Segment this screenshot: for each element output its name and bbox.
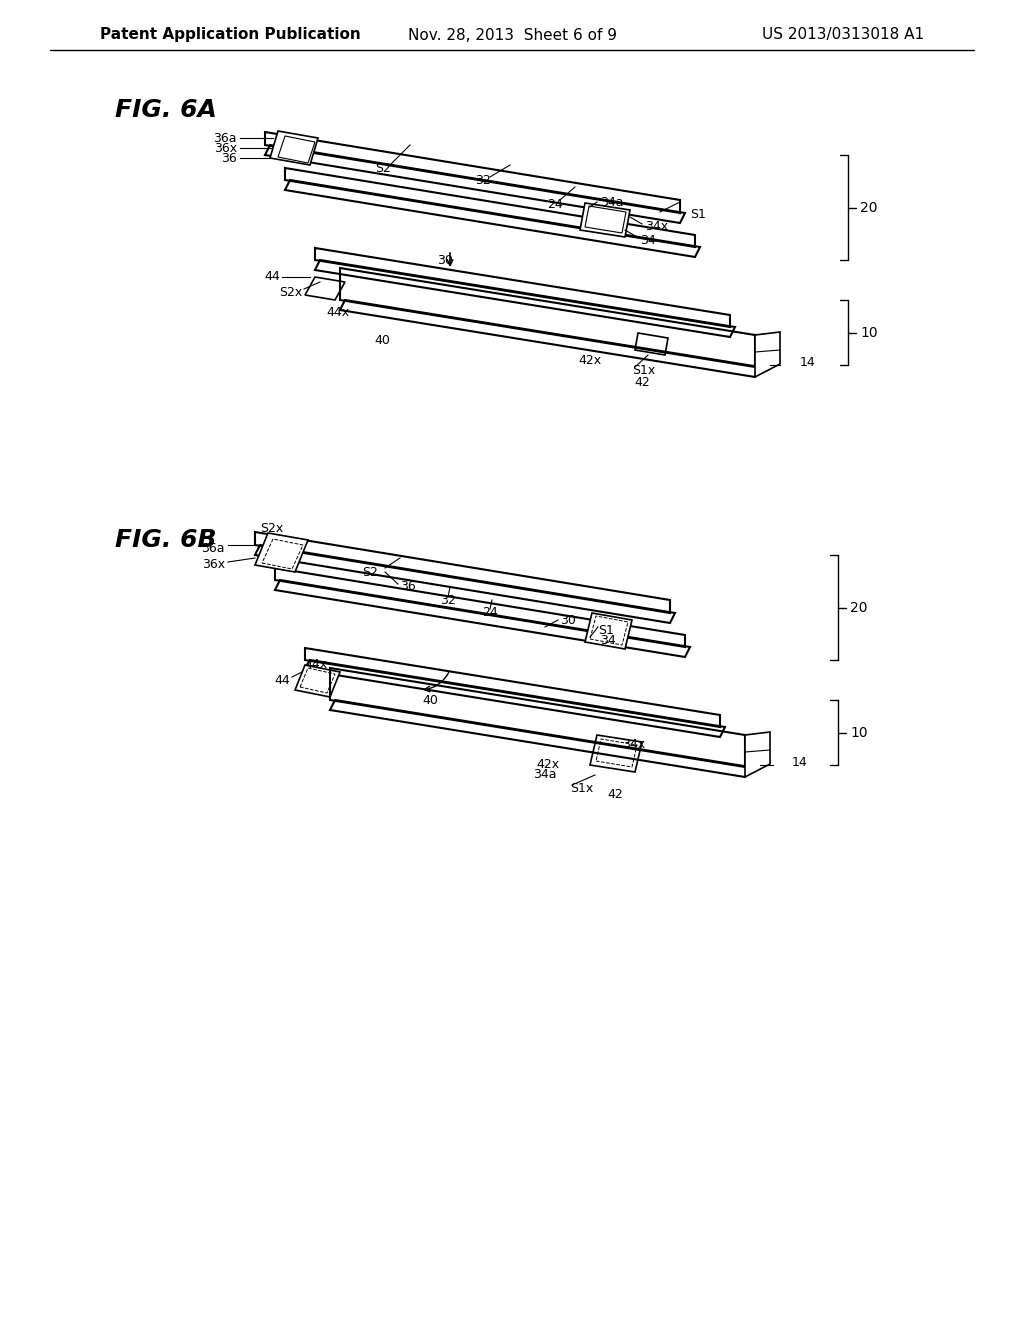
Polygon shape xyxy=(590,735,642,772)
Text: 34a: 34a xyxy=(600,195,624,209)
Text: 14: 14 xyxy=(800,355,816,368)
Text: S1x: S1x xyxy=(570,781,593,795)
Polygon shape xyxy=(270,131,318,165)
Text: 34a: 34a xyxy=(534,768,557,781)
Text: US 2013/0313018 A1: US 2013/0313018 A1 xyxy=(762,28,924,42)
Text: 24: 24 xyxy=(482,606,498,619)
Text: 36a: 36a xyxy=(213,132,237,144)
Text: 40: 40 xyxy=(374,334,390,346)
Text: S2: S2 xyxy=(375,161,391,174)
Text: 14: 14 xyxy=(792,755,808,768)
Text: 34x: 34x xyxy=(622,738,645,751)
Text: 36a: 36a xyxy=(202,541,225,554)
Text: 32: 32 xyxy=(440,594,456,606)
Polygon shape xyxy=(255,533,308,572)
Text: 34: 34 xyxy=(640,234,655,247)
Text: 30: 30 xyxy=(437,253,453,267)
Text: FIG. 6B: FIG. 6B xyxy=(115,528,216,552)
Text: Nov. 28, 2013  Sheet 6 of 9: Nov. 28, 2013 Sheet 6 of 9 xyxy=(408,28,616,42)
Text: 20: 20 xyxy=(860,201,878,215)
Text: 42: 42 xyxy=(634,375,650,388)
Text: 36x: 36x xyxy=(202,558,225,572)
Text: 42x: 42x xyxy=(579,354,601,367)
Text: S2: S2 xyxy=(362,565,378,578)
Text: 44x: 44x xyxy=(327,305,349,318)
Text: 34x: 34x xyxy=(645,220,668,234)
Text: S1: S1 xyxy=(598,623,613,636)
Text: FIG. 6A: FIG. 6A xyxy=(115,98,217,121)
Text: S2x: S2x xyxy=(260,521,284,535)
Text: S1: S1 xyxy=(690,209,706,222)
Text: 36: 36 xyxy=(400,581,416,594)
Text: 20: 20 xyxy=(850,601,867,615)
Polygon shape xyxy=(755,333,780,378)
Text: S2x: S2x xyxy=(279,285,302,298)
Text: 42: 42 xyxy=(607,788,623,801)
Text: 32: 32 xyxy=(475,173,490,186)
Polygon shape xyxy=(745,733,770,777)
Text: Patent Application Publication: Patent Application Publication xyxy=(100,28,360,42)
Text: 10: 10 xyxy=(860,326,878,341)
Text: 40: 40 xyxy=(422,693,438,706)
Text: 42x: 42x xyxy=(537,759,559,771)
Text: 44: 44 xyxy=(264,271,280,284)
Polygon shape xyxy=(305,277,345,300)
Polygon shape xyxy=(295,665,340,697)
Text: 10: 10 xyxy=(850,726,867,741)
Text: 44: 44 xyxy=(274,673,290,686)
Text: S1x: S1x xyxy=(632,363,655,376)
Polygon shape xyxy=(635,333,668,355)
Text: 30: 30 xyxy=(560,614,575,627)
Text: 36x: 36x xyxy=(214,141,237,154)
Text: 34: 34 xyxy=(600,634,615,647)
Text: 36: 36 xyxy=(221,152,237,165)
Polygon shape xyxy=(580,203,630,238)
Text: 24: 24 xyxy=(547,198,563,210)
Text: 44x: 44x xyxy=(304,659,328,672)
Polygon shape xyxy=(585,612,632,649)
